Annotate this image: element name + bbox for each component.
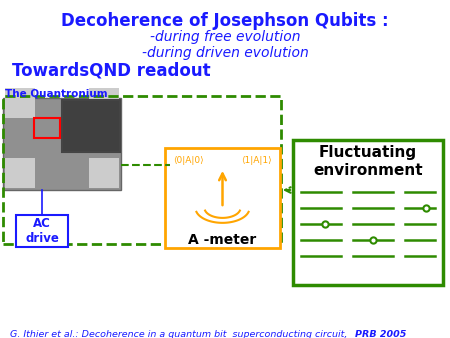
Bar bbox=[34, 118, 60, 138]
Text: AC
drive: AC drive bbox=[25, 217, 59, 245]
Text: A -meter: A -meter bbox=[189, 233, 256, 247]
Text: environment: environment bbox=[313, 163, 423, 178]
Text: PRB 2005: PRB 2005 bbox=[355, 330, 406, 338]
Text: ⟨0|A|0⟩: ⟨0|A|0⟩ bbox=[173, 156, 203, 165]
Bar bbox=[89, 88, 119, 118]
FancyBboxPatch shape bbox=[16, 215, 68, 247]
Bar bbox=[3, 98, 121, 190]
Text: -during driven evolution: -during driven evolution bbox=[142, 46, 308, 60]
Text: Fluctuating: Fluctuating bbox=[319, 145, 417, 160]
Text: ⟨1|A|1⟩: ⟨1|A|1⟩ bbox=[241, 156, 272, 165]
Bar bbox=[5, 158, 35, 188]
Text: The Quantronium: The Quantronium bbox=[5, 88, 108, 98]
Text: G. Ithier et al.: Decoherence in a quantum bit  superconducting circuit,: G. Ithier et al.: Decoherence in a quant… bbox=[10, 330, 347, 338]
Bar bbox=[62, 100, 120, 152]
Text: Decoherence of Josephson Qubits :: Decoherence of Josephson Qubits : bbox=[61, 12, 389, 30]
Text: TowardsQND readout: TowardsQND readout bbox=[12, 62, 211, 80]
FancyBboxPatch shape bbox=[165, 148, 280, 248]
Bar bbox=[5, 88, 35, 118]
FancyBboxPatch shape bbox=[293, 140, 443, 285]
Bar bbox=[89, 158, 119, 188]
Text: -during free evolution: -during free evolution bbox=[150, 30, 300, 44]
